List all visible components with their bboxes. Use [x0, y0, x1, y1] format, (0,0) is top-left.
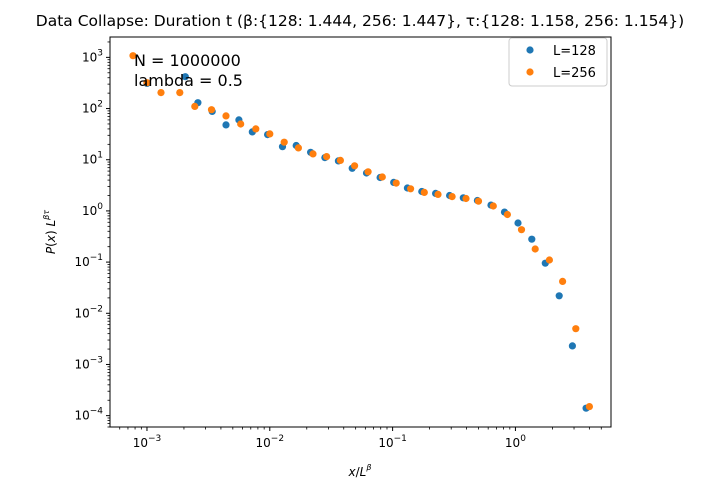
x-tick-label: 10−1 — [378, 434, 407, 450]
marker-l256 — [392, 179, 400, 187]
marker-l256 — [207, 106, 216, 114]
marker-l256 — [143, 79, 151, 87]
marker-l256 — [191, 102, 199, 110]
x-axis-label-var: x — [348, 465, 357, 479]
marker-l256 — [336, 156, 344, 164]
y-tick-label: 103 — [82, 48, 103, 64]
marker-l256 — [434, 190, 442, 198]
legend: L=128 L=256 — [508, 37, 608, 87]
y-axis-label-close: ) — [44, 230, 58, 235]
marker-l128 — [222, 121, 230, 129]
marker-l256 — [420, 188, 428, 196]
y-tick-label: 100 — [82, 202, 103, 218]
marker-l256 — [364, 168, 372, 176]
marker-l256 — [531, 245, 539, 253]
y-axis-label-exp: βτ — [42, 210, 51, 221]
x-axis-label-exp: β — [365, 463, 371, 472]
marker-l256 — [474, 197, 483, 205]
marker-l256 — [266, 130, 274, 138]
marker-l256 — [351, 162, 359, 170]
annotation-n: N = 1000000 — [134, 51, 241, 70]
marker-l256 — [489, 202, 497, 210]
y-axis-label-L: L — [44, 220, 58, 231]
marker-l256 — [462, 194, 470, 203]
x-tick-label: 10−3 — [133, 434, 162, 450]
x-tick-label: 10−2 — [256, 434, 285, 450]
y-tick-label: 10−1 — [74, 253, 103, 269]
marker-l256 — [378, 173, 386, 181]
marker-l256 — [157, 89, 165, 97]
plot-frame — [109, 36, 612, 428]
marker-l256 — [503, 210, 511, 219]
marker-l256 — [222, 112, 230, 120]
y-axis-label-P: P — [44, 246, 58, 254]
x-axis-ticks: 10−3 10−2 10−1 100 — [119, 427, 602, 450]
legend-label-l256: L=256 — [553, 66, 596, 81]
marker-l128 — [568, 342, 577, 350]
data-markers — [129, 52, 594, 412]
y-axis-label-x: x — [44, 234, 58, 243]
y-tick-label: 10−3 — [74, 355, 103, 371]
y-axis-ticks: 10−4 10−3 10−2 10−1 100 101 102 103 — [74, 41, 110, 428]
marker-l128 — [528, 235, 536, 243]
marker-l256 — [407, 185, 415, 193]
marker-l256 — [309, 150, 317, 158]
chart-title: Data Collapse: Duration t (β:{128: 1.444… — [36, 12, 684, 30]
marker-l128 — [555, 292, 563, 300]
marker-l256 — [294, 144, 302, 152]
marker-l256 — [176, 89, 184, 97]
y-tick-label: 102 — [82, 100, 103, 116]
y-tick-label: 10−2 — [74, 304, 103, 320]
y-axis-label-open: ( — [44, 242, 58, 247]
legend-marker-l256 — [526, 68, 534, 76]
x-axis-label-slash: / — [356, 465, 361, 479]
y-axis-label: P(x) Lβτ — [42, 210, 58, 254]
y-tick-label: 10−4 — [74, 407, 103, 423]
marker-l256 — [517, 226, 526, 234]
marker-l256 — [545, 256, 554, 264]
marker-l256 — [237, 120, 245, 128]
marker-l256 — [252, 125, 260, 133]
marker-l256 — [585, 403, 594, 411]
legend-marker-l128 — [526, 46, 534, 54]
legend-label-l128: L=128 — [553, 44, 596, 59]
x-tick-label: 100 — [505, 434, 526, 450]
marker-l256 — [572, 325, 580, 333]
marker-l128 — [514, 219, 522, 227]
annotation-lambda: lambda = 0.5 — [134, 71, 243, 90]
x-axis-label-L: L — [360, 465, 367, 479]
marker-l256 — [323, 153, 331, 161]
marker-l256 — [559, 277, 567, 285]
marker-l256 — [448, 193, 456, 201]
y-tick-label: 101 — [82, 151, 103, 167]
x-axis-label: x/Lβ — [348, 463, 372, 479]
marker-l128 — [181, 73, 189, 81]
marker-l256 — [129, 52, 137, 60]
marker-l256 — [280, 138, 288, 146]
